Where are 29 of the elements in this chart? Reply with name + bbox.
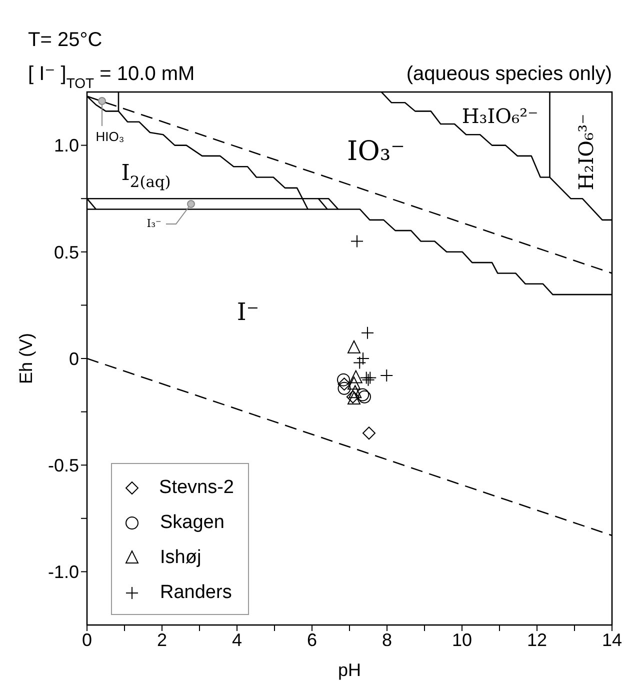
text: T= 25°C <box>28 29 102 51</box>
y-tick-label: -1.0 <box>48 562 79 582</box>
legend-label: Randers <box>160 582 232 604</box>
text: [ I⁻ ]$_{TOT}$ = 10.0 mM <box>28 63 195 91</box>
legend-label: Skagen <box>160 512 224 534</box>
annotation: I$_{2(aq)}$ <box>121 160 171 191</box>
y-tick-label: 1.0 <box>54 136 79 156</box>
x-tick-label: 12 <box>526 630 548 650</box>
annotation: I₃⁻ <box>146 216 162 230</box>
y-tick-label: 0.5 <box>54 242 79 262</box>
x-tick-label: 14 <box>602 630 622 650</box>
x-tick-label: 2 <box>156 630 168 650</box>
legend-label: Stevns-2 <box>159 476 234 498</box>
annotation: HIO₃ <box>96 129 124 144</box>
annotation: I⁻ <box>236 298 260 326</box>
y-axis-title: Eh (V) <box>16 332 36 384</box>
annotation: IO₃⁻ <box>347 136 405 168</box>
text: (aqueous species only) <box>406 63 612 85</box>
x-tick-label: 4 <box>232 630 242 650</box>
y-tick-label: 0 <box>68 348 79 369</box>
x-tick-label: 10 <box>452 630 472 650</box>
y-tick-label: -0.5 <box>48 455 79 476</box>
legend-label: Ishøj <box>160 546 202 568</box>
annotation: H₂IO₆³⁻ <box>574 114 598 190</box>
x-axis-title: pH <box>338 660 362 680</box>
annotation: H₃IO₆²⁻ <box>462 104 538 128</box>
x-tick-label: 0 <box>82 630 92 650</box>
x-tick-label: 6 <box>306 630 318 650</box>
x-tick-label: 8 <box>382 630 392 650</box>
